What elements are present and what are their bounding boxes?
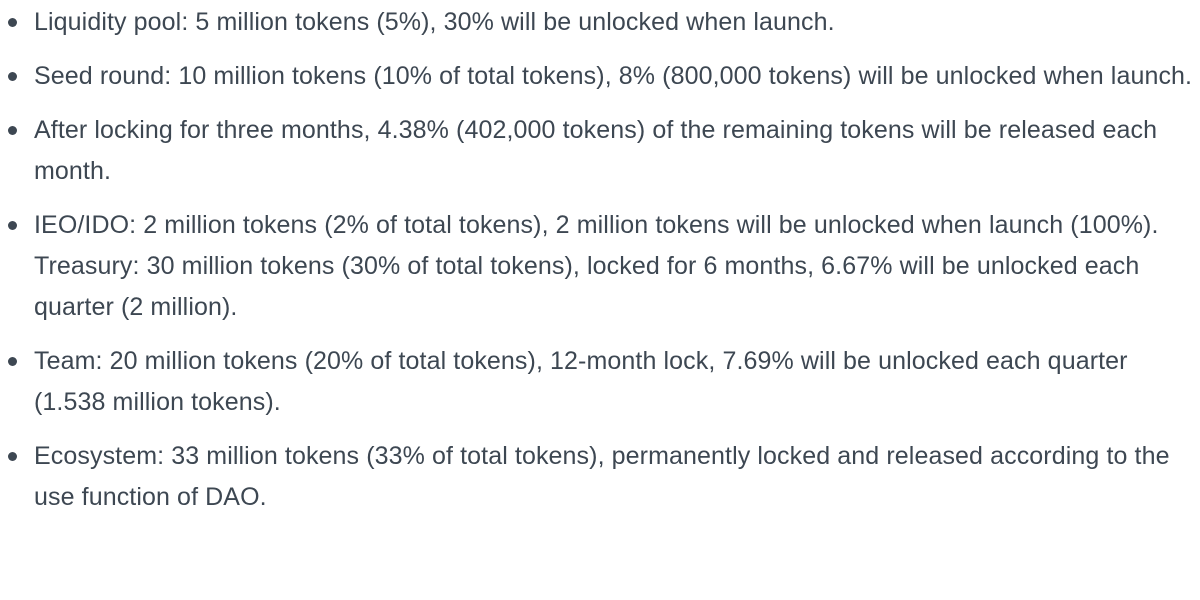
item-text-treasury: Treasury: 30 million tokens (30% of tota… bbox=[34, 252, 1140, 321]
item-text: Seed round: 10 million tokens (10% of to… bbox=[34, 62, 1193, 90]
bullet-icon bbox=[8, 221, 17, 230]
bullet-icon bbox=[8, 18, 17, 27]
item-text: Team: 20 million tokens (20% of total to… bbox=[34, 347, 1128, 416]
item-text: Ecosystem: 33 million tokens (33% of tot… bbox=[34, 442, 1170, 511]
list-item-liquidity-pool: Liquidity pool: 5 million tokens (5%), 3… bbox=[0, 2, 1200, 43]
list-item-team: Team: 20 million tokens (20% of total to… bbox=[0, 341, 1200, 423]
bullet-icon bbox=[8, 72, 17, 81]
tokenomics-list: Liquidity pool: 5 million tokens (5%), 3… bbox=[0, 2, 1200, 518]
item-text: Liquidity pool: 5 million tokens (5%), 3… bbox=[34, 8, 835, 36]
bullet-icon bbox=[8, 126, 17, 135]
list-item-lock-release: After locking for three months, 4.38% (4… bbox=[0, 110, 1200, 192]
list-item-ieo-ido: IEO/IDO: 2 million tokens (2% of total t… bbox=[0, 205, 1200, 328]
bullet-icon bbox=[8, 357, 17, 366]
list-item-seed-round: Seed round: 10 million tokens (10% of to… bbox=[0, 56, 1200, 97]
item-text: After locking for three months, 4.38% (4… bbox=[34, 116, 1158, 185]
list-item-ecosystem: Ecosystem: 33 million tokens (33% of tot… bbox=[0, 436, 1200, 518]
item-text: IEO/IDO: 2 million tokens (2% of total t… bbox=[34, 211, 1159, 239]
bullet-icon bbox=[8, 452, 17, 461]
